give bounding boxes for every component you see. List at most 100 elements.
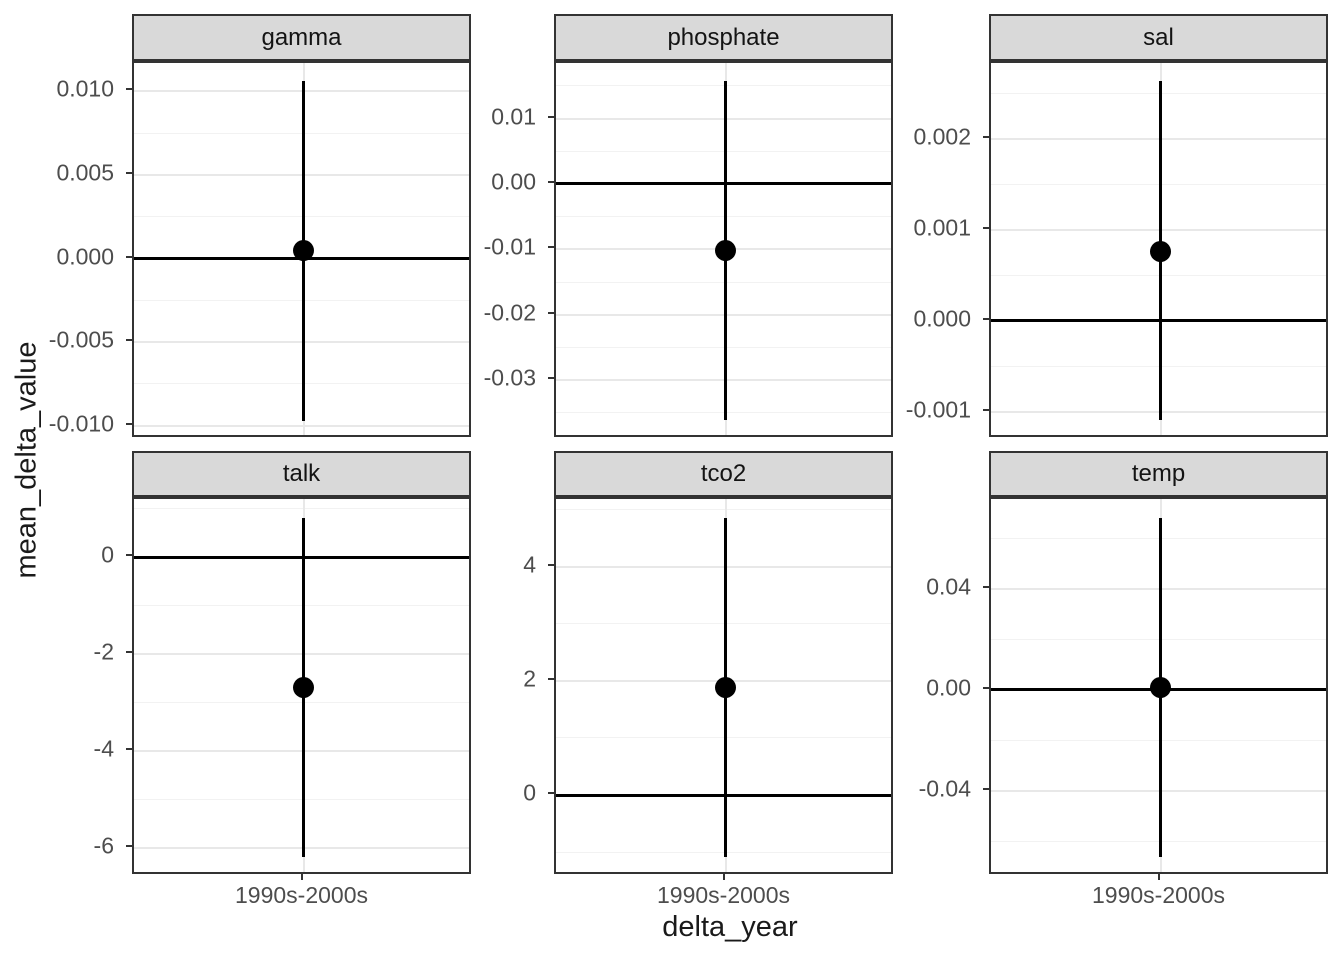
facet-strip-temp: temp [989, 451, 1328, 497]
y-tick-label: 0.01 [491, 103, 536, 130]
y-tick-label: -4 [93, 735, 114, 762]
gridline-major-y [134, 749, 469, 752]
y-tick-label: 0.000 [913, 305, 971, 332]
zero-hline [991, 319, 1326, 323]
y-tick-mark [548, 792, 554, 794]
y-tick-label: 0.005 [56, 159, 114, 186]
gridline-minor-y [991, 93, 1326, 95]
y-tick-label: 0.000 [56, 243, 114, 270]
y-tick-label: 0.002 [913, 123, 971, 150]
y-tick-mark [983, 585, 989, 588]
gridline-major-y [134, 653, 469, 656]
x-axis-title: delta_year [662, 911, 798, 943]
y-tick-mark [983, 317, 989, 320]
facet-strip-label: phosphate [667, 23, 780, 51]
zero-hline [556, 182, 891, 186]
y-tick-label: 0 [523, 779, 536, 806]
zero-hline [556, 793, 891, 797]
gridline-minor-y [556, 851, 891, 853]
facet-strip-talk: talk [132, 451, 471, 497]
y-tick-mark [126, 339, 132, 342]
gridline-minor-y [556, 737, 891, 739]
facet-strip-sal: sal [989, 14, 1328, 61]
gridline-minor-y [134, 605, 469, 607]
gridline-major-y [134, 341, 469, 344]
data-point [1150, 677, 1171, 699]
y-tick-label: 0.00 [491, 168, 536, 195]
gridline-minor-y [556, 281, 891, 283]
x-tick-label: 1990s-2000s [235, 882, 368, 908]
gridline-minor-y [991, 275, 1326, 277]
y-tick-mark [983, 686, 989, 689]
gridline-major-y [991, 789, 1326, 792]
facet-strip-label: tco2 [700, 460, 747, 487]
gridline-major-y [991, 587, 1326, 590]
gridline-minor-y [556, 216, 891, 218]
y-tick-label: -2 [93, 638, 114, 665]
y-tick-mark [983, 227, 989, 230]
gridline-minor-y [134, 299, 469, 301]
y-tick-label: -0.005 [48, 326, 114, 353]
x-tick-mark [300, 874, 303, 880]
gridline-minor-y [134, 132, 469, 134]
y-tick-mark [126, 844, 132, 847]
data-point [1150, 241, 1171, 263]
facet-panel-temp [989, 497, 1328, 874]
y-tick-label: 0.04 [926, 573, 971, 600]
y-tick-label: 2 [523, 665, 536, 692]
y-tick-mark [548, 677, 554, 680]
y-tick-mark [126, 88, 132, 91]
y-tick-label: -0.001 [905, 396, 971, 423]
gridline-major-y [134, 173, 469, 176]
y-tick-label: -0.02 [483, 299, 536, 326]
facet-strip-phosphate: phosphate [554, 14, 893, 61]
gridline-major-y [134, 846, 469, 849]
gridline-minor-y [134, 702, 469, 704]
gridline-major-y [134, 90, 469, 93]
y-tick-label: 0.00 [926, 674, 971, 701]
x-tick-mark [1157, 874, 1160, 880]
data-point [715, 239, 736, 261]
y-tick-mark [126, 747, 132, 750]
y-tick-mark [548, 311, 554, 314]
y-tick-mark [126, 171, 132, 174]
gridline-major-y [556, 117, 891, 120]
y-tick-mark [126, 422, 132, 425]
y-tick-mark [548, 180, 554, 183]
gridline-minor-y [556, 509, 891, 511]
y-tick-label: -0.04 [918, 775, 971, 802]
gridline-major-y [991, 410, 1326, 413]
facet-panel-phosphate [554, 61, 893, 437]
y-tick-mark [126, 554, 132, 557]
data-point [293, 239, 314, 261]
y-tick-mark [983, 408, 989, 411]
y-tick-label: 0.001 [913, 214, 971, 241]
facet-strip-label: sal [1143, 23, 1174, 51]
facet-strip-label: talk [282, 460, 321, 487]
y-tick-label: 0.010 [56, 75, 114, 102]
facet-panel-talk [132, 497, 471, 874]
zero-hline [134, 555, 469, 559]
gridline-minor-y [991, 638, 1326, 640]
x-tick-mark [722, 874, 725, 880]
facet-panel-gamma [132, 61, 471, 437]
gridline-minor-y [991, 739, 1326, 741]
facet-panel-sal [989, 61, 1328, 437]
gridline-major-y [134, 424, 469, 427]
y-tick-label: -0.01 [483, 233, 536, 260]
y-tick-mark [983, 787, 989, 790]
y-tick-label: -6 [93, 832, 114, 859]
gridline-minor-y [556, 346, 891, 348]
y-tick-mark [126, 255, 132, 258]
gridline-minor-y [991, 840, 1326, 842]
gridline-minor-y [991, 184, 1326, 186]
facet-strip-gamma: gamma [132, 14, 471, 61]
y-tick-label: -0.03 [483, 364, 536, 391]
gridline-minor-y [134, 216, 469, 218]
gridline-minor-y [556, 85, 891, 87]
y-tick-label: -0.010 [48, 410, 114, 437]
gridline-minor-y [134, 383, 469, 385]
facet-strip-tco2: tco2 [554, 451, 893, 497]
gridline-minor-y [556, 623, 891, 625]
